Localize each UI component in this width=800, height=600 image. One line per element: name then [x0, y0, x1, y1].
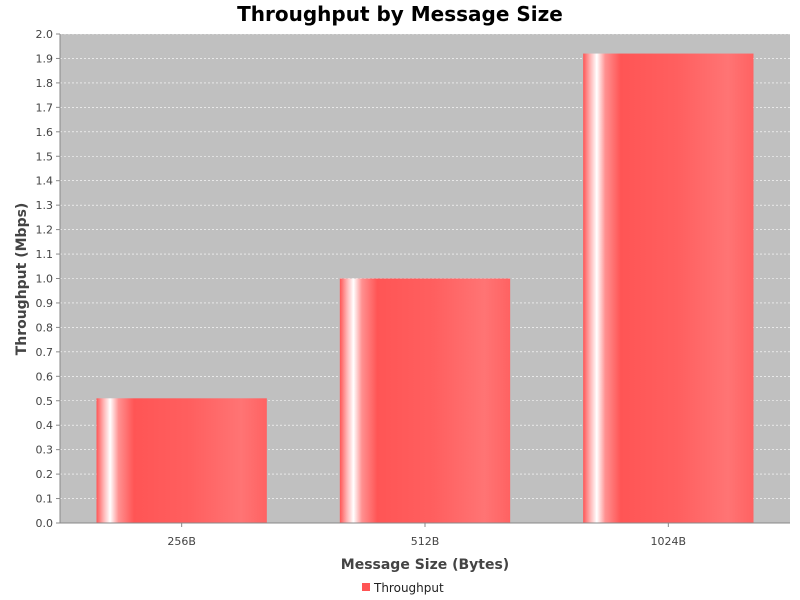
- y-tick-label: 1.1: [36, 248, 54, 261]
- legend-label: Throughput: [373, 581, 444, 595]
- y-tick-label: 1.0: [36, 273, 54, 286]
- y-tick-label: 0.6: [36, 370, 54, 383]
- y-tick-label: 0.3: [36, 444, 54, 457]
- y-tick-label: 1.2: [36, 224, 54, 237]
- y-tick-label: 1.8: [36, 77, 54, 90]
- y-tick-label: 1.7: [36, 101, 54, 114]
- x-tick-label: 256B: [167, 535, 196, 548]
- x-ticks: 256B 512B 1024B: [167, 523, 686, 548]
- y-tick-label: 0.4: [36, 419, 54, 432]
- legend-swatch: [362, 583, 370, 591]
- bar-1024b: [583, 53, 754, 524]
- bars: [96, 53, 754, 524]
- y-tick-label: 0.8: [36, 321, 54, 334]
- bar-512b: [339, 278, 511, 523]
- y-ticks: 0.0 0.1 0.2 0.3 0.4 0.5 0.6 0.7 0.8 0.9 1.0 1.1 1.2 1…: [36, 28, 60, 530]
- y-tick-label: 0.5: [36, 395, 54, 408]
- x-tick-label: 1024B: [651, 535, 687, 548]
- y-tick-label: 1.5: [36, 150, 54, 163]
- y-tick-label: 0.0: [36, 517, 54, 530]
- bar-256b: [96, 398, 267, 523]
- legend: Throughput: [362, 581, 444, 595]
- y-tick-label: 2.0: [36, 28, 54, 41]
- y-tick-label: 1.9: [36, 52, 54, 65]
- y-tick-label: 0.7: [36, 346, 54, 359]
- y-tick-label: 0.1: [36, 493, 54, 506]
- y-tick-label: 1.4: [36, 175, 54, 188]
- y-tick-label: 0.9: [36, 297, 54, 310]
- chart-title: Throughput by Message Size: [237, 2, 563, 26]
- y-tick-label: 1.6: [36, 126, 54, 139]
- y-tick-label: 0.2: [36, 468, 54, 481]
- x-tick-label: 512B: [411, 535, 440, 548]
- y-axis-title: Throughput (Mbps): [14, 203, 30, 356]
- y-tick-label: 1.3: [36, 199, 54, 212]
- x-axis-title: Message Size (Bytes): [341, 557, 509, 573]
